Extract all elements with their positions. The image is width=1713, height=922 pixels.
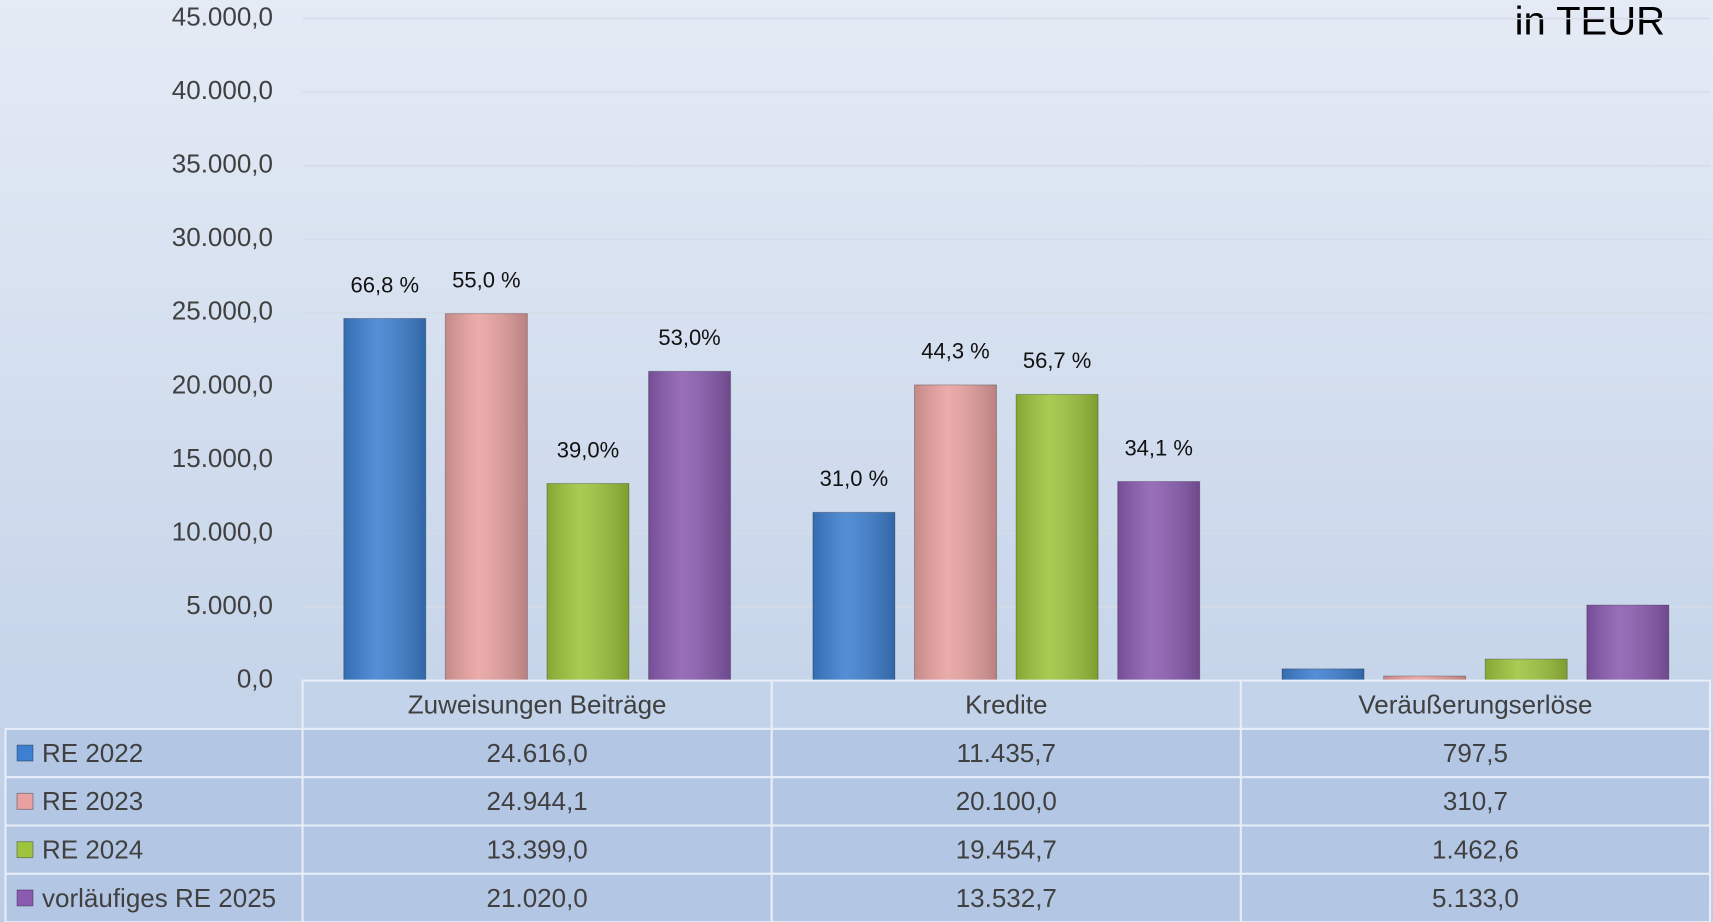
share-label: 31,0 %	[820, 466, 889, 491]
share-label: 39,0%	[557, 437, 619, 462]
table-value: 19.454,7	[956, 835, 1057, 865]
share-label: 66,8 %	[351, 272, 420, 297]
bar	[1586, 604, 1670, 682]
table-row-header	[4, 776, 304, 827]
y-tick-label: 35.000,0	[172, 149, 273, 179]
y-tick-label: 5.000,0	[186, 590, 273, 620]
y-tick-label: 45.000,0	[172, 1, 273, 31]
share-label: 53,0%	[658, 325, 720, 350]
table-value: 5.133,0	[1432, 883, 1519, 913]
bar	[1484, 658, 1568, 682]
unit-annotation: in TEUR	[1515, 0, 1665, 44]
share-label: 34,1 %	[1124, 435, 1193, 460]
table-row-header	[4, 824, 304, 875]
table-cell	[770, 727, 1242, 779]
table-value: 20.100,0	[956, 786, 1057, 816]
table-header-cell	[1239, 679, 1712, 730]
table-value: 24.944,1	[487, 786, 588, 816]
x-tick-label: Veräußerungserlöse	[1358, 690, 1592, 720]
bar	[1117, 481, 1201, 682]
table-row-header	[4, 727, 304, 779]
table-cell	[1239, 872, 1712, 922]
table-value: 21.020,0	[487, 883, 588, 913]
table-value: 1.462,6	[1432, 835, 1519, 865]
y-tick-label: 0,0	[237, 663, 273, 693]
table-cell	[1239, 776, 1712, 827]
table-cell	[1239, 727, 1712, 779]
table-value: 310,7	[1443, 786, 1508, 816]
share-label: 44,3 %	[921, 339, 990, 364]
table-value: 11.435,7	[957, 738, 1056, 768]
bar	[648, 370, 732, 682]
table-cell	[301, 824, 773, 875]
y-tick-label: 15.000,0	[172, 443, 273, 473]
table-cell	[301, 872, 773, 922]
legend-label: RE 2023	[42, 786, 143, 816]
share-label: 56,7 %	[1023, 348, 1092, 373]
legend-label: vorläufiges RE 2025	[42, 883, 276, 913]
y-tick-label: 40.000,0	[172, 75, 273, 105]
bar	[444, 313, 528, 682]
y-tick-label: 30.000,0	[172, 222, 273, 252]
table-cell	[770, 776, 1242, 827]
bar	[1281, 668, 1365, 682]
table-value: 24.616,0	[487, 738, 588, 768]
table-value: 13.399,0	[487, 835, 588, 865]
y-tick-label: 20.000,0	[172, 369, 273, 399]
bar	[343, 317, 427, 682]
x-tick-label: Kredite	[965, 690, 1047, 720]
legend-swatch	[16, 889, 34, 907]
table-value: 797,5	[1443, 738, 1508, 768]
table-header-cell	[770, 679, 1242, 730]
bar	[1015, 393, 1099, 682]
legend-swatch	[16, 792, 34, 810]
table-row-header	[4, 872, 304, 922]
legend-swatch	[16, 841, 34, 859]
bar	[914, 384, 997, 682]
legend-label: RE 2024	[42, 835, 143, 865]
table-cell	[301, 776, 773, 827]
bar	[546, 482, 630, 682]
legend-label: RE 2022	[42, 738, 143, 768]
y-tick-label: 10.000,0	[172, 516, 273, 546]
legend-swatch	[16, 744, 34, 762]
bar	[812, 511, 896, 682]
y-tick-label: 25.000,0	[172, 296, 273, 326]
table-cell	[770, 872, 1242, 922]
table-value: 13.532,7	[956, 883, 1057, 913]
x-tick-label: Zuweisungen Beiträge	[408, 690, 667, 720]
share-label: 55,0 %	[452, 267, 521, 292]
